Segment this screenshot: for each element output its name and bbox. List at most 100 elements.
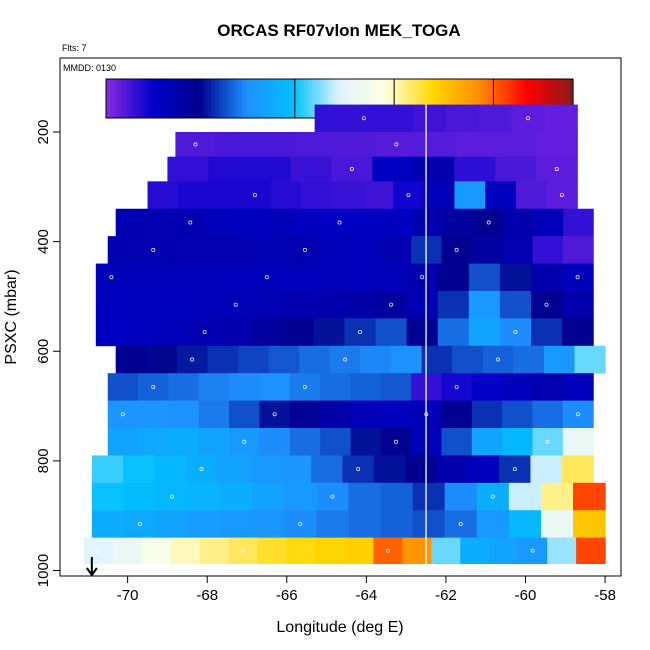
colorbar-swatch <box>308 79 313 118</box>
colorbar-swatch <box>362 79 368 118</box>
heatmap-cell <box>344 537 375 565</box>
heatmap-cell <box>83 537 114 565</box>
sample-marker <box>454 247 459 252</box>
heatmap-cell <box>543 345 576 374</box>
sample-marker <box>576 412 580 417</box>
heatmap-cell <box>313 263 346 292</box>
colorbar-swatch <box>471 79 477 118</box>
colorbar-swatch <box>137 79 142 118</box>
heatmap-cell <box>208 156 250 182</box>
colorbar-swatch <box>246 79 251 118</box>
heatmap-cell <box>380 236 412 264</box>
heatmap-cell <box>95 318 128 347</box>
heatmap-cell <box>380 104 414 133</box>
heatmap-cell <box>157 290 190 319</box>
heatmap-cell <box>301 181 333 210</box>
sample-marker <box>188 220 193 225</box>
heatmap-cell <box>350 236 382 264</box>
colorbar-swatch <box>129 79 134 118</box>
heatmap-cell <box>290 156 332 182</box>
heatmap-cell <box>375 318 408 347</box>
heatmap-cell <box>91 455 124 484</box>
heatmap-cell <box>508 510 542 539</box>
sample-marker <box>420 275 425 280</box>
colorbar-swatch <box>269 79 274 118</box>
colorbar-swatch <box>288 79 294 118</box>
heatmap-cell <box>259 236 291 264</box>
y-axis-label: PSXC (mbar) <box>3 269 20 364</box>
colorbar-swatch <box>203 79 208 118</box>
colorbar-swatch <box>456 79 461 118</box>
heatmap-cell <box>315 537 346 565</box>
heatmap-cell <box>476 482 510 511</box>
heatmap-cell <box>348 510 382 539</box>
sample-marker <box>486 220 491 225</box>
heatmap-cell <box>532 428 564 456</box>
heatmap-cell <box>123 455 156 484</box>
heatmap-cell <box>563 208 594 237</box>
heatmap-cell <box>228 537 259 565</box>
colorbar <box>105 78 574 119</box>
heatmap-cell <box>471 400 503 429</box>
heatmap-cell <box>441 400 473 429</box>
heatmap-cell <box>115 345 147 374</box>
heatmap-cell <box>198 236 230 264</box>
colorbar-swatch <box>440 79 446 118</box>
heatmap-cell <box>320 400 352 429</box>
heatmap-cell <box>454 181 486 210</box>
heatmap-cell <box>282 318 314 347</box>
heatmap-cell <box>574 345 606 374</box>
sample-marker <box>389 302 394 307</box>
colorbar-swatch <box>537 79 543 118</box>
heatmap-cell <box>259 373 291 401</box>
heatmap-cell <box>264 208 296 237</box>
heatmap-cell <box>532 400 564 429</box>
heatmap-cell <box>255 132 297 158</box>
heatmap-cell <box>235 208 266 237</box>
heatmap-cell <box>373 537 403 565</box>
heatmap-cell <box>471 236 503 264</box>
heatmap-cell <box>380 400 412 429</box>
heatmap-cell <box>289 400 321 429</box>
x-axis-label: Longitude (deg E) <box>276 619 403 636</box>
heatmap-cell <box>167 156 210 182</box>
heatmap-cell <box>189 290 221 319</box>
heatmap-cell <box>147 181 179 210</box>
colorbar-swatch <box>265 79 271 118</box>
colorbar-swatch <box>374 79 380 118</box>
colorbar-swatch <box>261 79 267 118</box>
heatmap-cell <box>316 482 350 511</box>
heatmap-cell <box>289 236 321 264</box>
heatmap-cell <box>405 455 438 484</box>
heatmap-cell <box>329 345 361 374</box>
heatmap-cell <box>562 373 594 401</box>
heatmap-cell <box>502 236 534 264</box>
heatmap-cell <box>495 156 537 182</box>
heatmap-cell <box>380 373 412 401</box>
sample-marker <box>337 220 342 225</box>
heatmap-cell <box>146 345 178 374</box>
colorbar-swatch <box>358 79 364 118</box>
colorbar-swatch <box>218 79 224 118</box>
heatmap-cell <box>468 263 501 292</box>
heatmap-cell <box>229 400 261 429</box>
colorbar-swatch <box>355 79 360 118</box>
heatmap-cell <box>412 482 446 511</box>
colorbar-swatch <box>510 79 516 118</box>
heatmap-cell <box>499 455 532 484</box>
heatmap-cell <box>284 510 317 539</box>
colorbar-swatch <box>285 79 290 118</box>
heatmap-cell <box>540 510 574 539</box>
heatmap-cell <box>314 104 349 133</box>
heatmap-cell <box>107 428 139 456</box>
heatmap-cell <box>126 290 159 319</box>
colorbar-swatch <box>429 79 434 118</box>
heatmap-cell <box>199 537 230 565</box>
colorbar-swatch <box>195 79 200 118</box>
colorbar-swatch <box>526 79 531 118</box>
colorbar-swatch <box>152 79 158 118</box>
heatmap-cell <box>502 373 534 401</box>
heatmap-cell <box>175 208 206 237</box>
heatmap-cell <box>502 428 534 456</box>
sample-marker <box>151 247 156 252</box>
